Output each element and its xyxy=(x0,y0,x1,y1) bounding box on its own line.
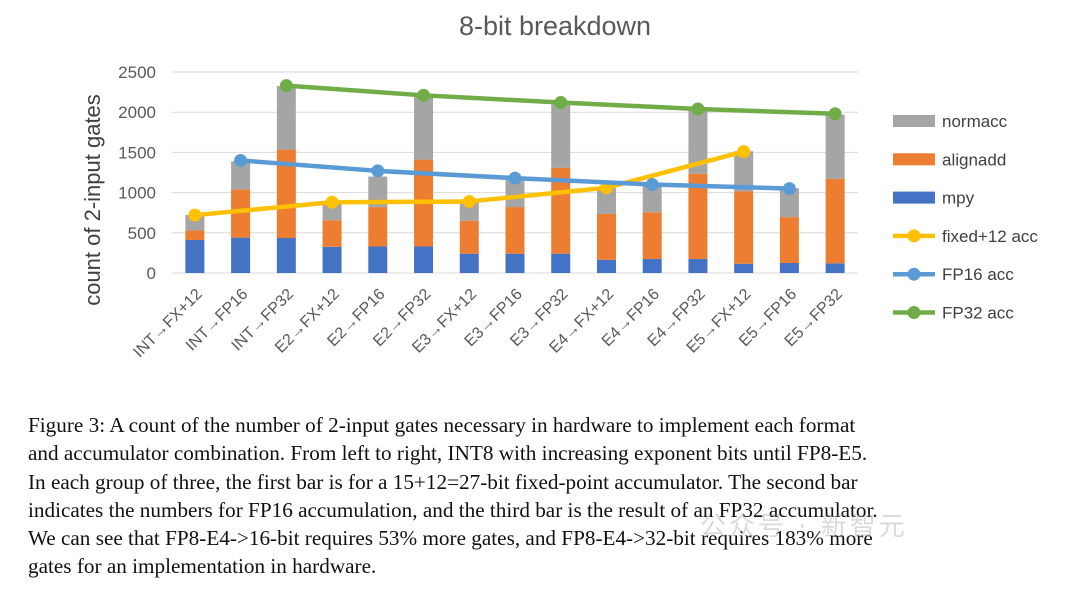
chart: 8-bit breakdown count of 2-input gates 0… xyxy=(80,11,1038,361)
point-fp16-acc xyxy=(508,171,522,185)
point-fp32-acc xyxy=(828,107,842,121)
point-fixed-12-acc xyxy=(737,145,751,159)
legend-label: normacc xyxy=(942,112,1008,131)
point-fp32-acc xyxy=(691,102,705,116)
legend: normacc alignadd mpy fixed+12 acc FP16 acc FP… xyxy=(893,112,1038,323)
watermark: 公众号 · 新智元 xyxy=(700,512,908,542)
point-fixed-12-acc xyxy=(188,208,202,222)
bar-normacc xyxy=(368,176,388,208)
point-fp32-acc xyxy=(279,79,293,93)
bar-mpy xyxy=(459,253,479,273)
bar-alignadd xyxy=(368,207,388,247)
bar-normacc xyxy=(734,151,754,192)
bar-normacc xyxy=(276,86,296,150)
bar-mpy xyxy=(231,237,251,273)
bar-mpy xyxy=(276,238,296,273)
caption-line: Figure 3: A count of the number of 2-inp… xyxy=(28,413,856,437)
y-tick-label: 1000 xyxy=(118,184,156,203)
y-tick-label: 500 xyxy=(128,224,156,243)
point-fixed-12-acc xyxy=(462,194,476,208)
legend-label: FP16 acc xyxy=(942,265,1014,284)
bar-alignadd xyxy=(322,220,342,247)
bar-mpy xyxy=(368,246,388,273)
bar-alignadd xyxy=(231,189,251,238)
bar-normacc xyxy=(414,96,434,160)
bar-normacc xyxy=(642,183,662,213)
y-tick-label: 0 xyxy=(147,264,156,283)
bar-normacc xyxy=(825,114,845,179)
bar-alignadd xyxy=(596,213,616,260)
bar-alignadd xyxy=(551,167,571,254)
bar-alignadd xyxy=(459,220,479,254)
y-tick-label: 1500 xyxy=(118,143,156,162)
bar-mpy xyxy=(322,246,342,273)
bar-alignadd xyxy=(688,173,708,259)
caption-line: In each group of three, the first bar is… xyxy=(28,469,858,494)
caption-line: indicates the numbers for FP16 accumulat… xyxy=(28,497,878,522)
bar-alignadd xyxy=(276,149,296,239)
bar-mpy xyxy=(596,259,616,273)
bar-normacc xyxy=(459,201,479,221)
legend-swatch xyxy=(893,191,935,204)
bar-normacc xyxy=(551,104,571,168)
bar-normacc xyxy=(231,161,251,190)
caption-line: and accumulator combination. From left t… xyxy=(28,441,868,466)
bar-mpy xyxy=(414,246,434,273)
bar-normacc xyxy=(322,202,342,221)
bar-mpy xyxy=(825,263,845,273)
bar-alignadd xyxy=(825,178,845,264)
bar-mpy xyxy=(185,240,205,273)
bar-normacc xyxy=(688,110,708,174)
y-axis-label: count of 2-input gates xyxy=(80,94,105,306)
bar-normacc xyxy=(779,188,799,218)
legend-label: mpy xyxy=(942,189,975,208)
y-tick-label: 2500 xyxy=(118,63,156,82)
caption-line: gates for an implementation in hardware. xyxy=(28,554,377,579)
figure-caption: Figure 3: A count of the number of 2-inp… xyxy=(28,411,1063,581)
y-tick-label: 2000 xyxy=(118,103,156,122)
point-fp32-acc xyxy=(554,96,568,110)
caption-line: We can see that FP8-E4->16-bit requires … xyxy=(28,526,873,551)
bars xyxy=(185,86,845,273)
chart-svg: 8-bit breakdown count of 2-input gates 0… xyxy=(80,11,1038,361)
bar-alignadd xyxy=(185,230,205,241)
bar-mpy xyxy=(551,253,571,273)
x-tick-labels: INT→FX+12INT→FP16INT→FP32E2→FX+12E2→FP16… xyxy=(130,286,846,361)
chart-title: 8-bit breakdown xyxy=(459,11,651,41)
legend-label: FP32 acc xyxy=(942,304,1014,323)
legend-label: fixed+12 acc xyxy=(942,227,1038,246)
legend-marker xyxy=(907,306,921,319)
y-tick-labels: 0 500 1000 1500 2000 2500 xyxy=(118,63,156,283)
bar-alignadd xyxy=(734,191,754,264)
bar-normacc xyxy=(596,188,616,214)
bar-mpy xyxy=(642,258,662,273)
bar-alignadd xyxy=(642,212,662,259)
point-fp16-acc xyxy=(234,153,248,167)
legend-swatch xyxy=(893,115,935,127)
bar-alignadd xyxy=(779,217,799,263)
point-fp16-acc xyxy=(371,164,385,178)
point-fixed-12-acc xyxy=(325,195,339,209)
point-fp16-acc xyxy=(782,182,796,196)
point-fp16-acc xyxy=(645,178,659,192)
legend-swatch xyxy=(893,153,935,166)
bar-mpy xyxy=(779,262,799,273)
bar-alignadd xyxy=(505,207,525,254)
bar-mpy xyxy=(688,258,708,273)
bar-mpy xyxy=(734,263,754,273)
legend-marker xyxy=(907,267,921,281)
line-series xyxy=(188,79,842,222)
bar-mpy xyxy=(505,253,525,273)
point-fp32-acc xyxy=(417,88,431,102)
legend-label: alignadd xyxy=(942,150,1006,169)
bar-normacc xyxy=(505,178,525,208)
legend-marker xyxy=(907,229,921,243)
